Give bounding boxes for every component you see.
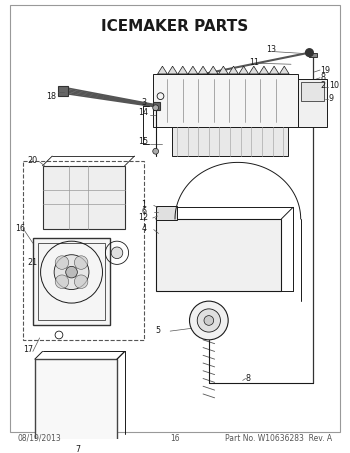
Polygon shape — [259, 66, 269, 74]
Polygon shape — [198, 66, 208, 74]
Bar — [172, 127, 288, 156]
Polygon shape — [279, 66, 289, 74]
Text: 15: 15 — [138, 137, 148, 146]
Polygon shape — [239, 66, 248, 74]
Text: 3: 3 — [141, 98, 146, 107]
Bar — [43, 166, 125, 229]
Text: 14: 14 — [138, 108, 148, 117]
Circle shape — [55, 275, 69, 289]
Text: 10: 10 — [329, 81, 339, 90]
Circle shape — [189, 301, 228, 340]
Text: 8: 8 — [246, 374, 251, 383]
Polygon shape — [269, 66, 279, 74]
Text: 18: 18 — [47, 92, 56, 101]
Bar — [153, 102, 161, 110]
Bar — [298, 79, 327, 127]
Text: 19: 19 — [320, 66, 330, 75]
Bar — [301, 82, 324, 101]
Polygon shape — [229, 66, 238, 74]
Text: 7: 7 — [75, 444, 80, 453]
Bar — [309, 53, 317, 58]
Text: 21: 21 — [27, 258, 37, 267]
Polygon shape — [188, 66, 198, 74]
Circle shape — [55, 256, 69, 270]
Text: 16: 16 — [15, 224, 26, 233]
Text: 20: 20 — [27, 156, 37, 165]
Polygon shape — [178, 66, 188, 74]
Polygon shape — [218, 66, 228, 74]
Text: 9: 9 — [329, 94, 334, 102]
Bar — [35, 359, 117, 441]
Text: 17: 17 — [23, 345, 33, 354]
Polygon shape — [168, 66, 177, 74]
Circle shape — [74, 256, 88, 270]
Text: 5: 5 — [156, 326, 161, 335]
Circle shape — [111, 247, 123, 259]
Text: 1: 1 — [141, 200, 146, 209]
Text: 4: 4 — [141, 224, 146, 233]
Text: 13: 13 — [266, 45, 276, 54]
Bar — [58, 87, 68, 96]
Text: Part No. W10636283  Rev. A: Part No. W10636283 Rev. A — [225, 434, 332, 443]
Text: 16: 16 — [170, 434, 180, 443]
Bar — [33, 238, 110, 325]
Circle shape — [66, 266, 77, 278]
Bar — [23, 161, 144, 340]
Polygon shape — [249, 66, 259, 74]
Circle shape — [153, 149, 159, 154]
Bar — [156, 219, 281, 291]
Text: 11: 11 — [250, 58, 259, 67]
Polygon shape — [158, 66, 167, 74]
Bar — [156, 207, 177, 220]
Circle shape — [153, 105, 159, 111]
Circle shape — [74, 275, 88, 289]
Bar — [153, 74, 298, 127]
Circle shape — [197, 309, 220, 332]
Text: 6: 6 — [141, 207, 146, 216]
Text: ICEMAKER PARTS: ICEMAKER PARTS — [102, 19, 248, 34]
Text: 12: 12 — [138, 213, 148, 222]
Circle shape — [306, 49, 313, 57]
Polygon shape — [208, 66, 218, 74]
Text: 08/19/2013: 08/19/2013 — [18, 434, 61, 443]
Text: 2: 2 — [320, 81, 325, 90]
Text: 8: 8 — [320, 73, 325, 82]
Circle shape — [54, 255, 89, 289]
Circle shape — [204, 316, 214, 325]
Bar — [38, 243, 105, 320]
